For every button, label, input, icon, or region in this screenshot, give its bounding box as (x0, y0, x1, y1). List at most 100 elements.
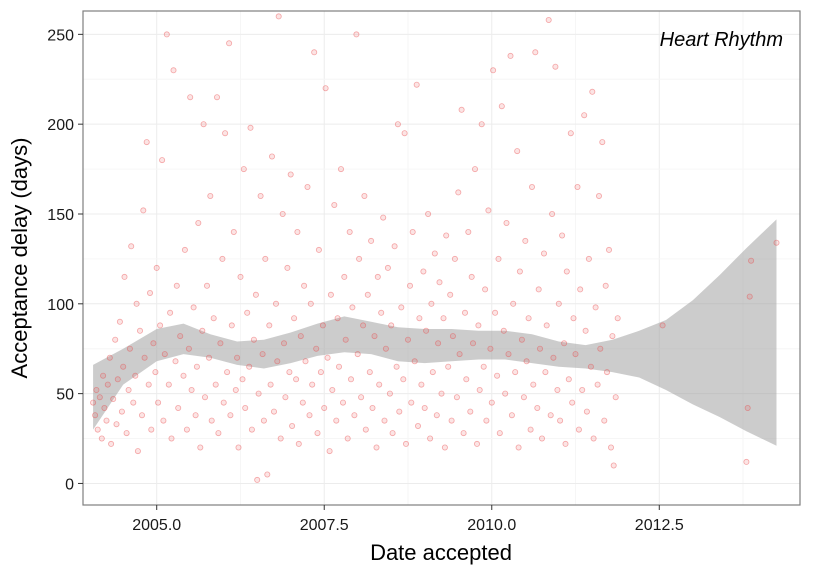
data-point (608, 444, 615, 451)
y-axis-ticks: 0 50 100 150 200 250 (47, 27, 83, 493)
data-point (520, 394, 527, 401)
data-point (188, 386, 195, 393)
data-point (140, 207, 147, 214)
data-point (138, 412, 145, 419)
data-point (136, 327, 143, 334)
data-point (440, 315, 447, 322)
data-point (554, 386, 561, 393)
data-point (433, 412, 440, 419)
data-point (773, 239, 780, 246)
data-point (272, 300, 279, 307)
smooth-band (93, 219, 777, 446)
data-point (183, 426, 190, 433)
data-point (510, 300, 517, 307)
data-point (534, 404, 541, 411)
data-point (456, 351, 463, 358)
data-point (284, 264, 291, 271)
data-point (380, 214, 387, 221)
data-point (535, 286, 542, 293)
data-point (389, 430, 396, 437)
data-point (208, 417, 215, 424)
data-point (266, 322, 273, 329)
data-point (227, 412, 234, 419)
data-point (449, 333, 456, 340)
data-point (362, 426, 369, 433)
data-point (306, 412, 313, 419)
data-point (212, 381, 219, 388)
data-point (275, 13, 282, 20)
data-point (239, 376, 246, 383)
data-point (309, 381, 316, 388)
data-point (339, 399, 346, 406)
data-point (398, 304, 405, 311)
data-point (351, 412, 358, 419)
data-point (349, 304, 356, 311)
data-point (581, 112, 588, 119)
data-point (490, 67, 497, 74)
data-point (297, 333, 304, 340)
data-point (541, 250, 548, 257)
data-point (125, 386, 132, 393)
y-tick-label: 100 (47, 297, 74, 314)
data-point (197, 444, 204, 451)
data-point (104, 381, 111, 388)
data-point (270, 408, 277, 415)
data-point (376, 381, 383, 388)
data-point (185, 345, 192, 352)
data-point (205, 354, 212, 361)
data-point (468, 273, 475, 280)
data-point (132, 372, 139, 379)
data-point (569, 399, 576, 406)
data-point (369, 404, 376, 411)
data-point (411, 358, 418, 365)
data-point (118, 408, 125, 415)
data-point (354, 351, 361, 358)
data-point (601, 417, 608, 424)
data-point (128, 243, 135, 250)
data-point (436, 279, 443, 286)
data-point (480, 363, 487, 370)
data-point (599, 139, 606, 146)
data-point (155, 399, 162, 406)
data-point (327, 291, 334, 298)
data-point (304, 183, 311, 190)
y-tick-label: 150 (47, 207, 74, 224)
data-point (382, 345, 389, 352)
data-point (230, 228, 237, 235)
y-tick-label: 0 (65, 476, 74, 493)
data-point (597, 345, 604, 352)
data-point (453, 394, 460, 401)
data-point (145, 381, 152, 388)
data-point (532, 49, 539, 56)
data-point (123, 430, 130, 437)
x-axis-title: Date accepted (370, 540, 512, 565)
data-point (537, 345, 544, 352)
data-point (203, 282, 210, 289)
data-point (515, 444, 522, 451)
data-point (250, 336, 257, 343)
data-point (165, 381, 172, 388)
data-point (505, 351, 512, 358)
data-point (400, 376, 407, 383)
data-point (133, 300, 140, 307)
data-point (152, 369, 159, 376)
data-point (277, 435, 284, 442)
data-point (294, 228, 301, 235)
data-point (141, 354, 148, 361)
data-point (291, 315, 298, 322)
data-point (173, 282, 180, 289)
data-point (248, 426, 255, 433)
data-point (321, 404, 328, 411)
data-point (364, 291, 371, 298)
data-point (494, 372, 501, 379)
data-point (485, 207, 492, 214)
data-point (279, 210, 286, 217)
data-point (575, 426, 582, 433)
data-point (438, 390, 445, 397)
data-point (146, 289, 153, 296)
data-point (431, 250, 438, 257)
data-point (406, 282, 413, 289)
data-point (159, 157, 166, 164)
data-point (280, 340, 287, 347)
